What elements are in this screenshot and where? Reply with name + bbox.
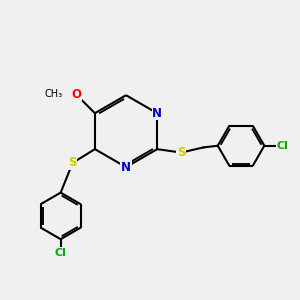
Text: Cl: Cl: [55, 248, 67, 258]
Text: S: S: [68, 156, 77, 169]
Text: Cl: Cl: [277, 141, 289, 151]
Text: N: N: [152, 107, 162, 120]
Text: methoxy: methoxy: [58, 94, 64, 95]
Text: CH₃: CH₃: [44, 89, 62, 99]
Text: S: S: [177, 146, 185, 159]
Text: N: N: [121, 160, 131, 174]
Text: O: O: [71, 88, 81, 101]
